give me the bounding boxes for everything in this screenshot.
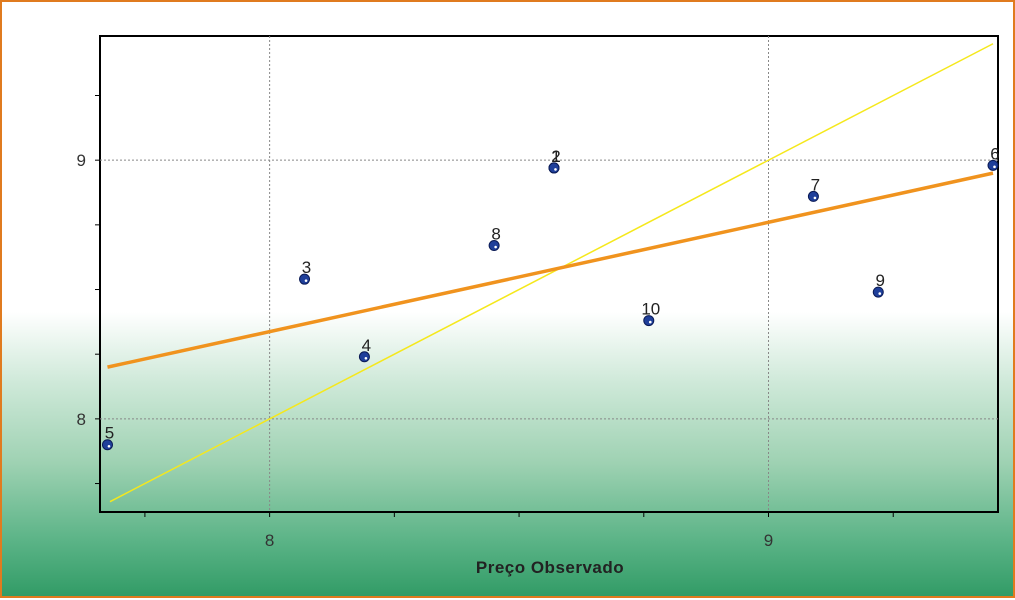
point-label: 1: [551, 147, 560, 166]
point-label: 10: [641, 300, 660, 319]
data-point-highlight: [107, 444, 111, 448]
data-point-highlight: [813, 196, 817, 200]
data-point: [358, 351, 370, 363]
point-label: 5: [105, 424, 114, 443]
x-tick-label: 8: [265, 531, 274, 550]
point-label: 9: [876, 271, 885, 290]
data-point: [488, 240, 500, 252]
data-point: [872, 286, 884, 298]
regression-line: [107, 171, 994, 369]
data-point: [101, 439, 113, 451]
point-label: 6: [990, 144, 999, 163]
data-point-highlight: [554, 168, 557, 171]
data-point: [299, 273, 311, 285]
data-point-highlight: [993, 165, 996, 169]
data-point: [807, 190, 819, 202]
plot-area: [99, 35, 999, 513]
data-point-highlight: [364, 356, 368, 360]
data-point-highlight: [304, 279, 308, 282]
point-label: 4: [362, 336, 371, 355]
data-point: [987, 159, 999, 171]
point-label: 3: [302, 258, 311, 277]
y-tick-label: 9: [77, 151, 86, 170]
x-tick-label: 9: [764, 531, 773, 550]
point-label: 2: [551, 147, 560, 166]
data-point: [548, 162, 560, 174]
data-point: [643, 315, 655, 327]
data-point-highlight: [648, 320, 652, 324]
point-label: 7: [811, 175, 820, 194]
data-point-highlight: [494, 245, 497, 249]
y-tick-label: 8: [77, 410, 86, 429]
data-point-highlight: [878, 292, 882, 295]
identity-line: [109, 43, 994, 503]
x-axis-title: Preço Observado: [476, 558, 624, 577]
point-label: 8: [491, 225, 500, 244]
